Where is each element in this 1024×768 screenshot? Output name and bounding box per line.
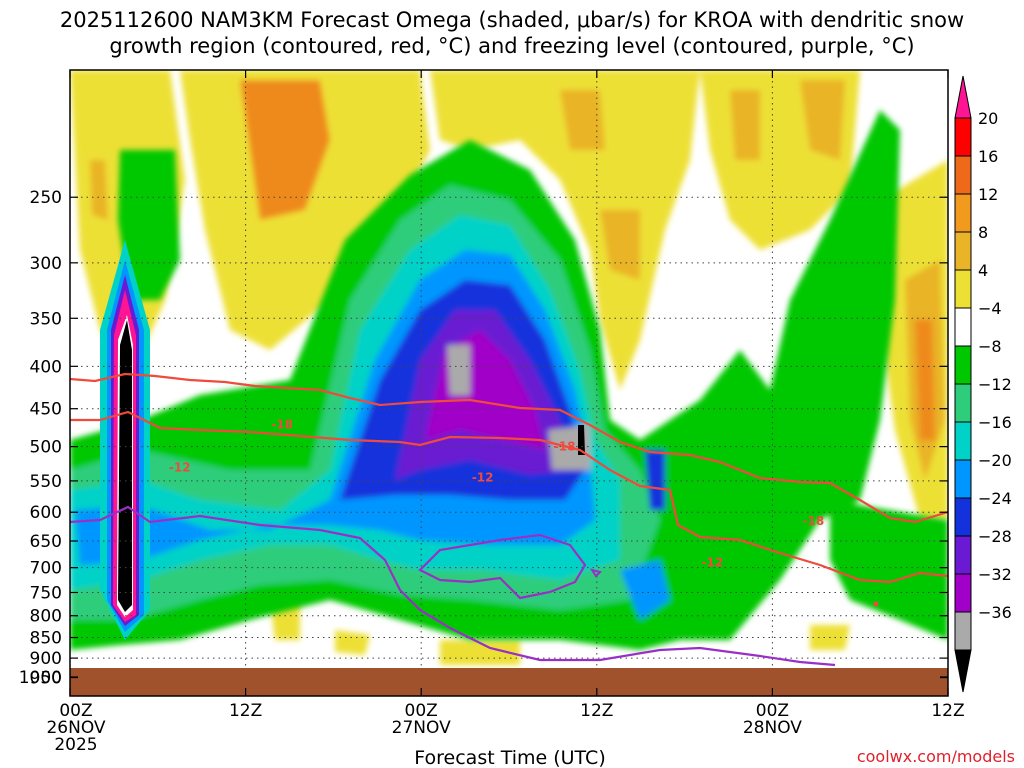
positive-omega-regions (70, 70, 948, 665)
ground-layer (70, 668, 948, 696)
colorbar-label: −36 (978, 603, 1012, 622)
colorbar-swatch (954, 231, 972, 271)
colorbar-swatch (954, 421, 972, 461)
contour-label: -12 (169, 461, 191, 475)
y-tick-label: 450 (30, 400, 62, 420)
colorbar-label: −8 (978, 337, 1002, 356)
y-tick-label: 500 (30, 438, 62, 458)
x-axis-title: Forecast Time (UTC) (414, 747, 605, 768)
colorbar-label: −12 (978, 375, 1012, 394)
x-tick-label: 27NOV (392, 718, 451, 738)
y-tick-label: 400 (30, 357, 62, 377)
colorbar: 20 16 12 8 4 −4 −8 −12 −16 −20 −24 −28 −32 −36 (954, 75, 1012, 693)
colorbar-label: 12 (978, 185, 998, 204)
x-tick-label: 00Z (59, 701, 92, 721)
chart-title-line-2: growth region (contoured, red, °C) and f… (109, 34, 914, 58)
colorbar-swatch (954, 155, 972, 195)
x-tick-label: 00Z (756, 701, 789, 721)
colorbar-label: 8 (978, 223, 988, 242)
contour-label: -12 (702, 555, 724, 569)
x-tick-label: 12Z (229, 701, 262, 721)
y-tick-label: 800 (30, 607, 62, 627)
y-tick-label: 600 (30, 503, 62, 523)
colorbar-swatch (954, 535, 972, 575)
colorbar-label: −32 (978, 565, 1012, 584)
colorbar-label: −16 (978, 413, 1012, 432)
x-tick-label: 12Z (931, 701, 964, 721)
colorbar-top-arrow (954, 75, 972, 119)
colorbar-label: −4 (978, 299, 1002, 318)
colorbar-swatch (954, 611, 972, 651)
y-tick-label: 250 (30, 188, 62, 208)
contour-label: -18 (554, 440, 576, 454)
contour-freezing-level (70, 505, 836, 667)
y-tick-label: 1000 (19, 668, 62, 688)
colorbar-bottom-arrow (954, 649, 972, 693)
y-tick-label: 350 (30, 309, 62, 329)
y-axis: 2503003504004505005506006507007508008509… (19, 188, 948, 689)
strong-column (100, 240, 585, 640)
contour-dot (873, 601, 879, 607)
contour-freezing-small-loop (589, 568, 602, 578)
y-tick-label: 700 (30, 559, 62, 579)
colorbar-label: −24 (978, 489, 1012, 508)
y-tick-label: 550 (30, 472, 62, 492)
y-tick-label: 950 (30, 669, 62, 689)
x-tick-label: 28NOV (743, 718, 802, 738)
y-tick-label: 650 (30, 532, 62, 552)
colorbar-swatch (954, 383, 972, 423)
colorbar-swatch (954, 573, 972, 613)
y-tick-label: 750 (30, 583, 62, 603)
colorbar-swatch (954, 345, 972, 385)
contour-freezing-loop (418, 533, 587, 600)
grid (70, 70, 948, 696)
credit-text: coolwx.com/models (857, 747, 1015, 766)
colorbar-label: −28 (978, 527, 1012, 546)
y-tick-label: 900 (30, 649, 62, 669)
colorbar-swatch (954, 193, 972, 233)
colorbar-swatch (954, 117, 972, 157)
contour-dgz-minus12 (70, 410, 948, 584)
y-tick-label: 850 (30, 629, 62, 649)
chart-title-line-1: 2025112600 NAM3KM Forecast Omega (shaded… (60, 8, 964, 32)
y-tick-label: 300 (30, 254, 62, 274)
x-tick-label: 12Z (580, 701, 613, 721)
colorbar-swatch (954, 497, 972, 537)
x-tick-label: 2025 (54, 735, 97, 755)
x-tick-label: 26NOV (46, 718, 105, 738)
contour-label: -12 (472, 471, 494, 485)
omega-shading (70, 70, 948, 665)
colorbar-label: 4 (978, 261, 988, 280)
contour-label: -18 (803, 514, 825, 528)
colorbar-swatch (954, 269, 972, 309)
colorbar-label: −20 (978, 451, 1012, 470)
contour-label: -18 (271, 417, 293, 431)
plot-frame (69, 69, 949, 697)
colorbar-swatch (954, 307, 972, 347)
colorbar-label: 20 (978, 109, 998, 128)
x-tick-label: 00Z (405, 701, 438, 721)
colorbar-swatch (954, 459, 972, 499)
contour-dgz-minus18 (70, 372, 948, 524)
contours (70, 372, 948, 667)
colorbar-label: 16 (978, 147, 998, 166)
